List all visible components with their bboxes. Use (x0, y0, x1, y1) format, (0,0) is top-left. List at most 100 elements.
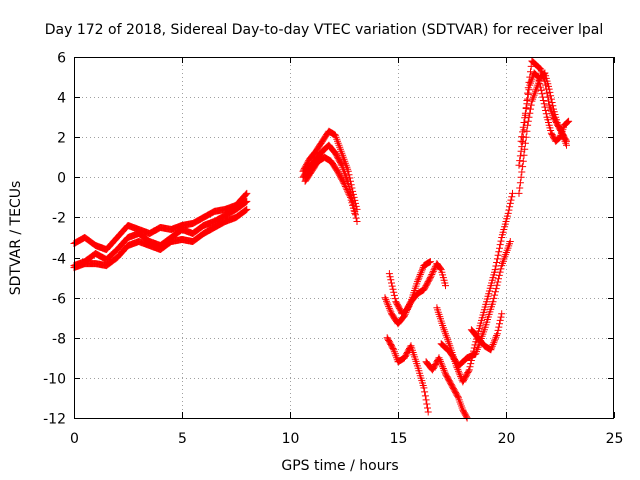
data-point-arc-13 (493, 332, 501, 339)
data-point-arc-7 (426, 258, 434, 266)
data-point-arc-15 (539, 93, 547, 101)
data-point-arc-11 (496, 244, 503, 252)
data-point-arc-6 (344, 189, 352, 197)
data-point-arc-8 (426, 274, 434, 282)
data-point-arc-7 (385, 303, 393, 311)
data-point-arc-5 (337, 160, 345, 168)
data-point-arc-8 (428, 271, 436, 278)
data-point-arc-10 (437, 357, 444, 365)
data-point-arc-12 (495, 271, 503, 279)
x-tick-label: 0 (70, 431, 79, 447)
data-point-arc-8 (390, 288, 398, 296)
data-point-arc-10 (439, 363, 447, 371)
data-point-arc-16 (547, 95, 555, 103)
data-point-arc-16 (519, 157, 527, 165)
data-point-arc-7 (381, 294, 389, 302)
axis-ticks: 0 5 10 15 20 25 -12 -10 -8 -6 -4 -2 0 2 4 6 (43, 51, 623, 448)
data-point-arc-12 (491, 291, 499, 299)
data-point-arc-7 (385, 304, 393, 312)
data-point-arc-9 (420, 384, 428, 392)
data-point-arc-16 (527, 101, 535, 109)
data-point-arc-11 (467, 360, 475, 368)
data-point-arc-14 (527, 62, 535, 70)
data-point-arc-12 (497, 265, 505, 273)
data-point-arc-12 (494, 278, 502, 286)
data-point-arc-7 (387, 308, 395, 316)
data-point-arc-5 (353, 218, 361, 225)
data-point-arc-16 (524, 121, 532, 129)
chart-title: Day 172 of 2018, Sidereal Day-to-day VTE… (45, 22, 603, 38)
data-point-arc-14 (516, 152, 524, 160)
data-point-arc-3 (241, 207, 249, 215)
data-point-arc-14 (524, 89, 532, 97)
data-point-arc-15 (524, 90, 532, 98)
data-point-arc-16 (562, 136, 570, 144)
data-point-arc-11 (505, 206, 513, 214)
x-tick-label: 20 (498, 431, 516, 447)
y-tick-label: 0 (57, 171, 66, 187)
y-tick-label: -12 (43, 412, 66, 428)
data-point-arc-7 (383, 297, 390, 305)
data-point-arc-15 (542, 110, 550, 118)
data-point-arc-11 (470, 344, 478, 352)
data-point-arc-13 (488, 344, 496, 352)
data-point-arc-15 (521, 114, 529, 122)
data-point-arc-7 (417, 269, 425, 277)
data-point-arc-10 (440, 366, 448, 374)
data-point-arc-11 (495, 248, 503, 256)
data-point-arc-9 (423, 400, 431, 408)
data-point-arc-10 (437, 359, 445, 367)
data-point-arc-5 (352, 214, 360, 222)
data-point-arc-15 (539, 97, 547, 104)
data-point-arc-7 (415, 274, 423, 282)
data-point-arc-14 (515, 161, 523, 169)
data-point-arc-13 (489, 341, 497, 348)
data-point-arc-12 (495, 275, 502, 283)
x-tick-label: 15 (390, 431, 408, 447)
data-point-arc-13 (498, 310, 506, 318)
data-point-arc-7 (386, 306, 394, 314)
data-point-arc-15 (564, 118, 572, 126)
data-point-arc-8 (385, 270, 393, 278)
data-point-arc-7 (419, 265, 426, 273)
data-point-arc-6 (344, 187, 352, 195)
data-point-arc-7 (414, 276, 422, 284)
data-point-arc-15 (518, 133, 526, 141)
data-point-arc-11 (493, 259, 501, 266)
data-point-arc-16 (515, 189, 523, 197)
data-point-arc-11 (504, 209, 512, 217)
data-point-arc-11 (491, 266, 499, 274)
data-point-arc-8 (388, 279, 395, 287)
data-point-arc-16 (548, 99, 556, 106)
data-point-arc-6 (341, 181, 349, 189)
y-tick-label: -6 (52, 292, 66, 308)
data-point-arc-11 (507, 196, 515, 204)
y-tick-label: -10 (43, 372, 66, 388)
data-point-arc-11 (465, 366, 473, 374)
data-point-arc-6 (343, 186, 351, 194)
data-point-arc-16 (518, 168, 526, 176)
data-point-arc-13 (495, 323, 503, 331)
data-point-arc-16 (523, 127, 531, 135)
data-point-arc-3 (242, 206, 250, 214)
data-point-arc-9 (422, 396, 430, 404)
data-point-arc-13 (491, 337, 498, 345)
data-point-arc-13 (487, 346, 495, 354)
y-tick-label: -8 (52, 332, 66, 348)
y-tick-label: 2 (57, 131, 66, 147)
data-point-arc-11 (455, 369, 463, 377)
data-point-arc-6 (340, 179, 348, 187)
data-point-arc-13 (491, 335, 499, 343)
data-point-arc-11 (506, 203, 514, 211)
data-point-arc-9 (421, 388, 429, 396)
data-point-arc-14 (543, 89, 551, 97)
data-point-arc-12 (492, 285, 500, 293)
data-point-arc-9 (424, 408, 432, 416)
data-point-arc-16 (516, 184, 524, 192)
data-point-arc-7 (418, 267, 426, 275)
x-axis-label: GPS time / hours (281, 458, 398, 474)
data-point-arc-15 (523, 100, 531, 108)
data-point-arc-15 (542, 107, 550, 114)
data-point-arc-14 (517, 147, 525, 155)
x-tick-label: 10 (282, 431, 300, 447)
